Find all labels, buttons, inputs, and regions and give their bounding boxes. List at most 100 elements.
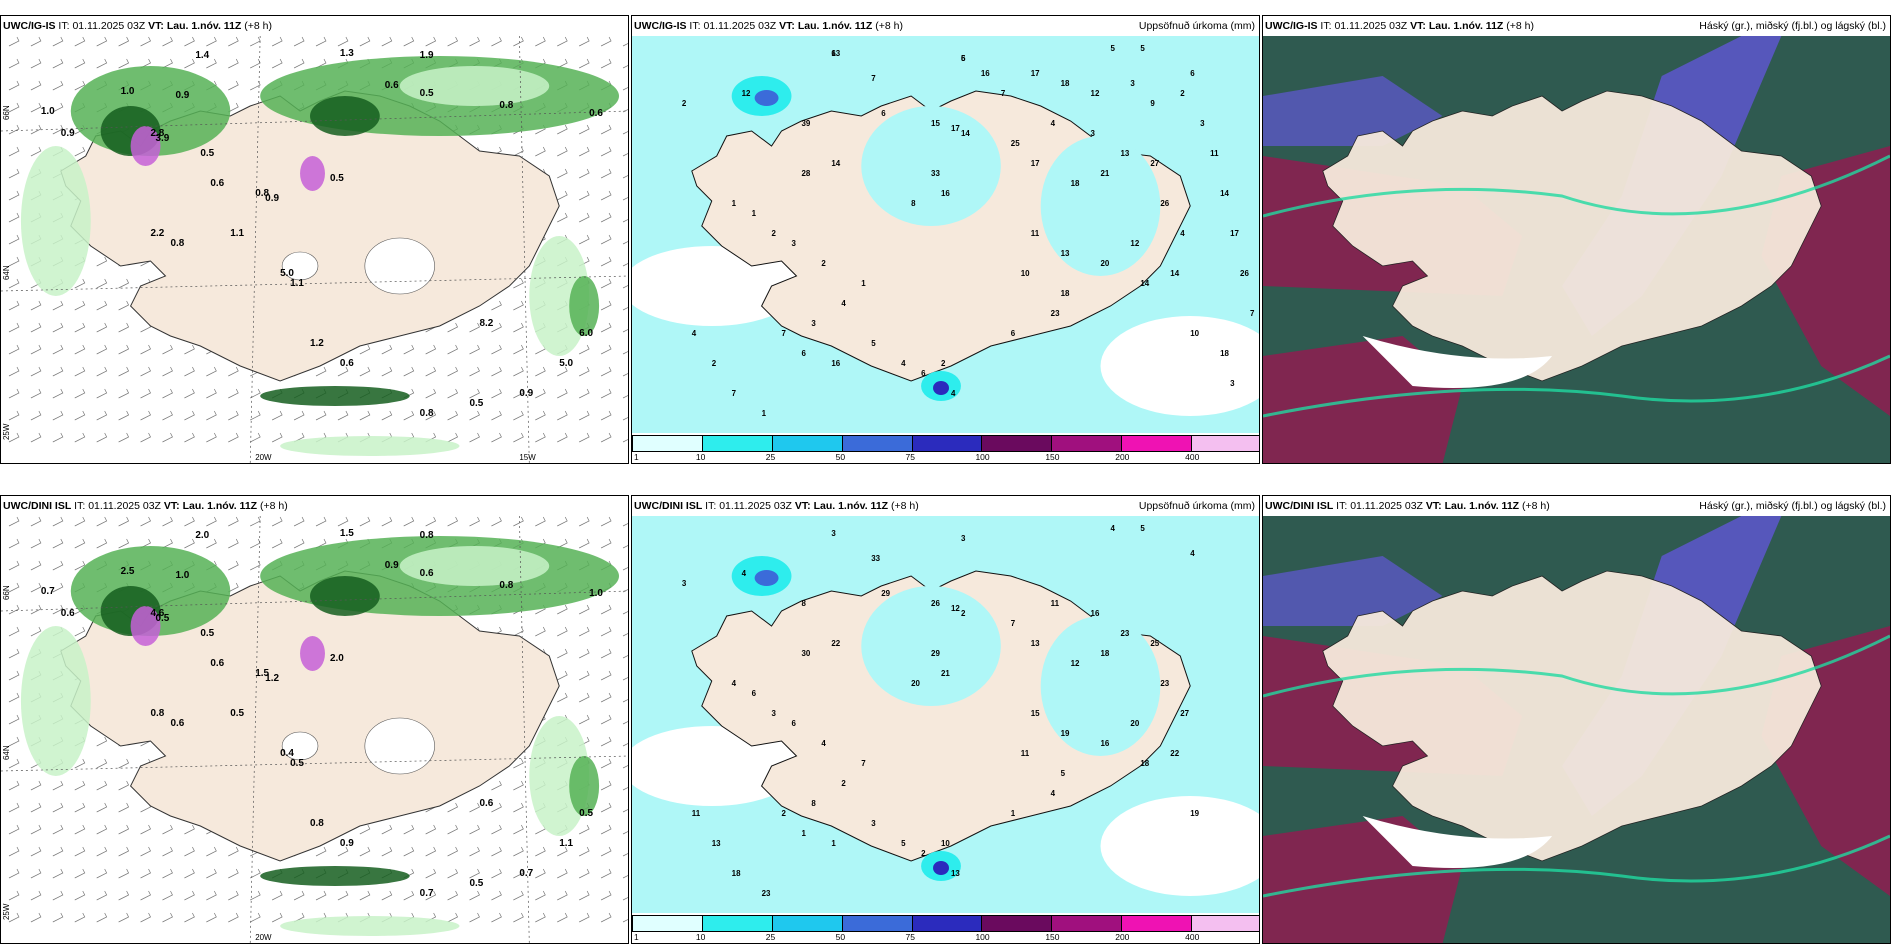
colorbar-label: 400 [1185,452,1200,462]
no-precip-area [632,246,802,326]
precip-value: 11 [692,809,701,818]
lat-label: 66N [2,105,11,120]
precip-value: 13 [1031,639,1040,648]
precip-value: 21 [1101,169,1110,178]
colorbar-label: 1 [634,932,639,942]
mid-cloud [1263,76,1443,146]
lon-label: 15W [519,453,536,462]
precip-value: 0.8 [420,530,434,541]
precip-value: 4 [1180,229,1185,238]
precip-value: 4 [821,739,826,748]
precip-value: 23 [1120,629,1129,638]
precip-value: 4 [1051,789,1056,798]
precip-value: 5 [1061,769,1066,778]
precip-value: 0.7 [41,586,55,597]
lat-label: 66N [2,585,11,600]
no-precip-area [1100,796,1259,896]
lat-label: 25W [2,423,11,440]
precip-value: 3 [831,529,836,538]
precip-value: 8.2 [479,318,493,329]
precip-value: 9 [1150,99,1155,108]
precip-area [130,126,161,166]
precip-value: 0.5 [200,148,214,159]
colorbar-segment [841,915,913,932]
precip-value: 4 [732,679,737,688]
precip-value: 2 [772,229,777,238]
colorbar-segment [1121,435,1193,452]
panel-title: UWC/DINI ISL IT: 01.11.2025 03Z VT: Lau.… [1265,500,1550,512]
precip-value: 8 [911,199,916,208]
precip-value: 2 [1180,89,1185,98]
iceland-land [1322,570,1822,862]
precip-value: 23 [1160,679,1169,688]
precip-value: 30 [801,649,810,658]
colorbar-label: 100 [975,452,990,462]
precip-value: 0.6 [420,568,434,579]
precip-value: 7 [732,389,737,398]
panel-title: UWC/IG-IS IT: 01.11.2025 03Z VT: Lau. 1.… [3,20,272,32]
panel-title: UWC/DINI ISL IT: 01.11.2025 03Z VT: Lau.… [3,500,288,512]
precip-value: 15 [1031,709,1040,718]
precip-value: 18 [1140,759,1149,768]
precip-value: 4 [901,359,906,368]
panel-title: UWC/IG-IS IT: 01.11.2025 03Z VT: Lau. 1.… [634,20,903,32]
panel-right-title: Uppsöfnuð úrkoma (mm) [1138,500,1255,512]
colorbar-label: 150 [1045,932,1060,942]
precip-value: 17 [1031,69,1040,78]
precip-value: 12 [1091,89,1100,98]
precip-value: 13 [831,49,840,58]
precip-value: 7 [1250,309,1255,318]
lat-label: 64N [2,745,11,760]
precip-value: 6.0 [579,328,593,339]
precip-area [399,66,550,106]
precip-value: 28 [801,169,810,178]
precip-value: 0.5 [156,613,170,624]
precip-value: 2.5 [121,566,135,577]
precip-value: 0.8 [310,818,324,829]
precip-value: 11 [1210,149,1219,158]
panel-accumulated-precip-igis: UWC/IG-IS IT: 01.11.2025 03Z VT: Lau. 1.… [631,15,1260,464]
precip-value: 0.9 [519,388,533,399]
panel-right-title: Háský (gr.), miðský (fj.bl.) og lágský (… [1699,500,1886,512]
precip-value: 0.4 [280,748,294,759]
precip-area [1040,136,1161,276]
precip-value: 2 [782,809,787,818]
precip-value: 5 [1140,524,1145,533]
precip-value: 0.6 [589,108,603,119]
precip-value: 20 [911,679,920,688]
colorbar-label: 1 [634,452,639,462]
precip-value: 5 [961,54,966,63]
precip-value: 20 [1101,259,1110,268]
precip-value: 23 [1051,309,1060,318]
no-precip-area [1100,316,1259,416]
colorbar-label: 200 [1115,932,1130,942]
colorbar-segment [771,435,843,452]
precip-area [310,96,380,136]
precip-value: 13 [1120,149,1129,158]
precip-value: 0.5 [330,173,344,184]
panel-title: UWC/IG-IS IT: 01.11.2025 03Z VT: Lau. 1.… [1265,20,1534,32]
precip-value: 18 [1061,289,1070,298]
precip-value: 12 [742,89,751,98]
precip-area [280,436,460,456]
precip-value: 19 [1190,809,1199,818]
precip-value: 2 [682,99,687,108]
precip-area [280,916,460,936]
precip-value: 14 [961,129,970,138]
precip-value: 14 [1220,189,1229,198]
colorbar-segment [701,915,773,932]
precip-value: 1.3 [340,48,354,59]
precip-value: 0.8 [170,238,184,249]
colorbar-segment [911,915,983,932]
precip-value: 0.7 [519,868,533,879]
precip-value: 1.2 [265,673,279,684]
precip-value: 26 [931,599,940,608]
precip-value: 18 [732,869,741,878]
precip-value: 0.5 [200,628,214,639]
lon-label: 20W [255,453,272,462]
accumulated-precip-map: 3 3 4 5 4 3 4 8 33 29 26 12 2 7 11 16 30 22 29 21 20 13 12 18 23… [632,516,1259,914]
precip-value: 29 [881,589,890,598]
precip-value: 17 [1031,159,1040,168]
precip-value: 25 [1150,639,1159,648]
precip-area [20,626,91,776]
